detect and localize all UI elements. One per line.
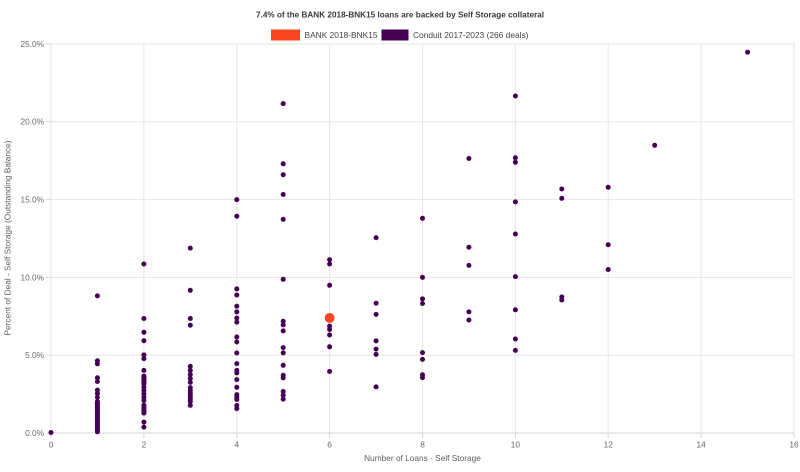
svg-text:10: 10 [511, 440, 521, 450]
svg-text:6: 6 [327, 440, 332, 450]
svg-text:BANK 2018-BNK15: BANK 2018-BNK15 [305, 30, 378, 40]
svg-text:4: 4 [234, 440, 239, 450]
svg-text:15.0%: 15.0% [20, 195, 44, 205]
svg-text:8: 8 [420, 440, 425, 450]
svg-text:2: 2 [142, 440, 147, 450]
svg-text:16: 16 [789, 440, 799, 450]
svg-text:20.0%: 20.0% [20, 117, 44, 127]
svg-text:12: 12 [604, 440, 614, 450]
svg-text:14: 14 [696, 440, 706, 450]
svg-text:Conduit 2017-2023 (266 deals): Conduit 2017-2023 (266 deals) [413, 30, 529, 40]
svg-text:Percent of Deal - Self Storage: Percent of Deal - Self Storage (Outstand… [2, 140, 12, 335]
svg-text:5.0%: 5.0% [25, 350, 45, 360]
svg-text:25.0%: 25.0% [20, 39, 44, 49]
svg-text:10.0%: 10.0% [20, 272, 44, 282]
svg-text:7.4% of the BANK 2018-BNK15 lo: 7.4% of the BANK 2018-BNK15 loans are ba… [256, 10, 544, 19]
svg-text:Number of Loans - Self Storage: Number of Loans - Self Storage [364, 453, 481, 463]
svg-text:0.0%: 0.0% [25, 428, 45, 438]
svg-text:0: 0 [49, 440, 54, 450]
